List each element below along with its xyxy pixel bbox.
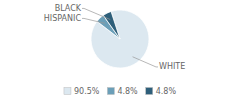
leader-line bbox=[133, 57, 158, 67]
slice-label: HISPANIC bbox=[44, 14, 82, 23]
leader-line bbox=[82, 18, 105, 23]
pie bbox=[91, 10, 149, 68]
leader-line bbox=[82, 8, 110, 19]
legend-label: 4.8% bbox=[156, 87, 177, 96]
legend-item: 4.8% bbox=[107, 87, 138, 96]
legend-swatch bbox=[64, 88, 71, 95]
legend: 90.5% 4.8% 4.8% bbox=[64, 87, 176, 96]
pie-slice bbox=[103, 11, 120, 39]
legend-swatch bbox=[146, 88, 153, 95]
chart: BLACKHISPANIC WHITE 90.5% 4.8% 4.8% bbox=[0, 0, 240, 100]
slice-label: WHITE bbox=[159, 62, 185, 71]
legend-item: 90.5% bbox=[64, 87, 100, 96]
legend-item: 4.8% bbox=[146, 87, 177, 96]
pie-slice bbox=[91, 10, 149, 68]
legend-swatch bbox=[107, 88, 114, 95]
slice-label: BLACK bbox=[55, 4, 82, 13]
legend-label: 90.5% bbox=[74, 87, 100, 96]
legend-label: 4.8% bbox=[117, 87, 138, 96]
slice-labels: BLACKHISPANIC WHITE bbox=[44, 4, 185, 72]
